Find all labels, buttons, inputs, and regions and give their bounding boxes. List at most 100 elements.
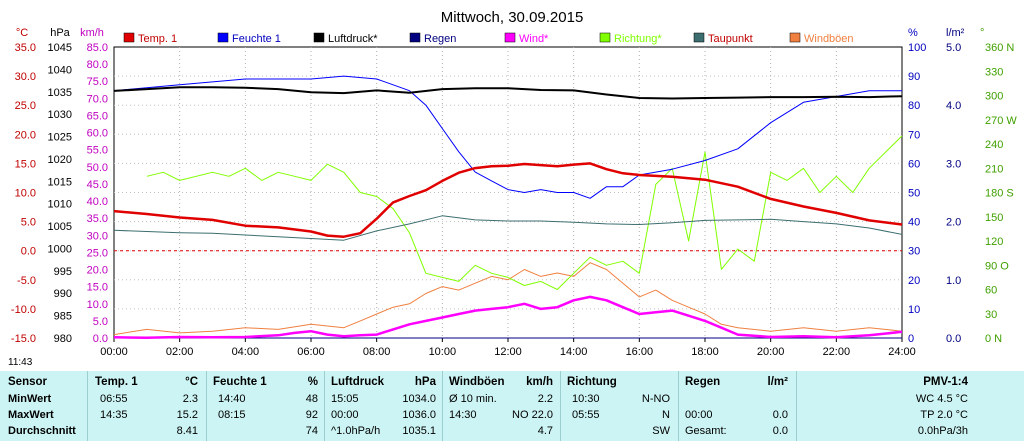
tick-label-kmh: 10.0 (87, 299, 108, 311)
tick-label-pct: 80 (908, 100, 920, 112)
x-tick-label: 16:00 (626, 346, 654, 358)
x-tick-label: 10:00 (429, 346, 457, 358)
tick-label-hpa: 1040 (48, 64, 72, 76)
axes: 35.0 30.0 25.0 20.0 15.0 10.0 5.0 0.0 -5.0 -10.0 -… (11, 42, 1017, 345)
legend-swatch (217, 32, 229, 43)
tick-label-temp: 25.0 (15, 100, 36, 112)
tick-label-kmh: 25.0 (87, 247, 108, 259)
table-cell-lp-val: 1035.1 (402, 425, 436, 437)
tick-label-dir: 240 (985, 139, 1003, 151)
table-cell-label: MaxWert (8, 409, 54, 421)
tick-label-pct: 50 (908, 188, 920, 200)
tick-label-rain: 4.0 (946, 100, 961, 112)
tick-label-temp: -5.0 (17, 275, 36, 287)
tick-label-dir: 30 (985, 309, 997, 321)
unit-label-dir: ° (980, 27, 984, 39)
header-windboeen: Windböen (449, 376, 505, 388)
table-cell-temp-time: 14:35 (100, 409, 128, 421)
x-tick-label: 08:00 (363, 346, 391, 358)
tick-label-kmh: 30.0 (87, 230, 108, 242)
tick-label-kmh: 35.0 (87, 213, 108, 225)
legend-swatch (599, 32, 611, 43)
tick-label-kmh: 40.0 (87, 196, 108, 208)
tick-label-temp: -15.0 (11, 333, 36, 345)
series-line-feuchte-1 (113, 75, 902, 199)
table-cell-temp-val: 15.2 (176, 409, 198, 421)
header-regen: Regen (685, 376, 721, 388)
plot-frame (113, 46, 903, 339)
header-temp-unit: °C (185, 376, 198, 388)
header-regen-unit: l/m² (767, 376, 788, 388)
statistics-table: Sensor Temp. 1 °C Feuchte 1 % Luftdruck … (0, 371, 1024, 441)
table-cell-pmv: WC 4.5 °C (915, 393, 968, 405)
header-feuchte-unit: % (307, 376, 318, 388)
tick-label-kmh: 65.0 (87, 110, 108, 122)
table-cell-label: Durchschnitt (8, 425, 76, 437)
x-tick-label: 24:00 (888, 346, 916, 358)
tick-label-rain: 0.0 (946, 333, 961, 345)
tick-label-hpa: 1035 (48, 87, 72, 99)
tick-label-rain: 5.0 (946, 42, 961, 54)
legend-item: Feuchte 1 (217, 32, 281, 45)
table-cell-lp-time: ^1.0hPa/h (331, 425, 381, 437)
x-tick-label: 04:00 (232, 346, 260, 358)
tick-label-temp: 0.0 (21, 246, 36, 258)
tick-label-dir: 90 O (985, 260, 1009, 272)
tick-label-dir: 300 (985, 91, 1003, 103)
tick-label-kmh: 85.0 (87, 42, 108, 54)
header-richtung: Richtung (567, 376, 617, 388)
table-cell-re-time: Gesamt: (685, 425, 727, 437)
legend-swatch (789, 32, 801, 43)
table-cell-ri-val: N-NO (641, 393, 670, 405)
tick-label-temp: 15.0 (15, 158, 36, 170)
tick-label-hpa: 1015 (48, 176, 72, 188)
table-cell-lp-time: 15:05 (331, 393, 359, 405)
tick-label-hpa: 1030 (48, 109, 72, 121)
tick-label-temp: 10.0 (15, 188, 36, 200)
legend-label: Luftdruck* (328, 33, 378, 45)
tick-label-rain: 3.0 (946, 158, 961, 170)
legend-item: Windböen (789, 32, 854, 45)
tick-label-kmh: 75.0 (87, 76, 108, 88)
x-tick-label: 02:00 (166, 346, 194, 358)
table-cell-wb-time: 14:30 (449, 409, 477, 421)
header-temp: Temp. 1 (95, 376, 138, 388)
x-tick-label: 06:00 (297, 346, 325, 358)
tick-label-rain: 1.0 (946, 275, 961, 287)
tick-label-pct: 70 (908, 129, 920, 141)
series-line-richtung- (146, 135, 903, 290)
tick-label-kmh: 80.0 (87, 59, 108, 71)
table-cell-pmv: TP 2.0 °C (920, 409, 968, 421)
tick-label-dir: 210 (985, 163, 1003, 175)
series-line-temp-1 (113, 162, 903, 238)
table-cell-temp-time: 06:55 (100, 393, 128, 405)
series-line-wind- (113, 295, 903, 339)
legend-swatch (409, 32, 421, 43)
table-cell-wb-val: NO 22.0 (512, 409, 553, 421)
table-cell-feu-val: 48 (305, 393, 318, 405)
tick-label-pct: 30 (908, 246, 920, 258)
x-tick-label: 22:00 (823, 346, 851, 358)
plot-area (113, 75, 903, 339)
table-cell-label: MinWert (8, 393, 52, 405)
table-cell-re-time: 00:00 (685, 409, 713, 421)
legend-swatch (123, 32, 135, 43)
tick-label-rain: 2.0 (946, 217, 961, 229)
table-cell-feu-val: 92 (305, 409, 318, 421)
tick-label-kmh: 45.0 (87, 179, 108, 191)
table-cell-feu-time: 14:40 (218, 393, 246, 405)
header-windboeen-unit: km/h (526, 376, 553, 388)
tick-label-dir: 150 (985, 212, 1003, 224)
header-sensor: Sensor (8, 376, 47, 388)
tick-label-kmh: 60.0 (87, 128, 108, 140)
tick-label-temp: 35.0 (15, 42, 36, 54)
tick-label-pct: 40 (908, 217, 920, 229)
legend-label: Wind* (519, 33, 549, 45)
unit-label-pct: % (908, 27, 918, 39)
current-time: 11:43 (8, 357, 33, 368)
header-feuchte: Feuchte 1 (213, 376, 267, 388)
x-tick-label: 20:00 (757, 346, 785, 358)
x-tick-label: 14:00 (560, 346, 588, 358)
x-tick-label: 12:00 (494, 346, 522, 358)
x-tick-label: 18:00 (691, 346, 719, 358)
